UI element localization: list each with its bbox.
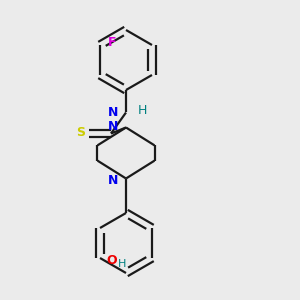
Text: O: O (106, 254, 117, 268)
Text: N: N (108, 119, 119, 133)
Text: F: F (107, 36, 116, 49)
Text: N: N (108, 106, 119, 119)
Text: S: S (76, 126, 85, 139)
Text: H: H (118, 259, 126, 269)
Text: N: N (108, 173, 119, 187)
Text: H: H (138, 104, 147, 118)
